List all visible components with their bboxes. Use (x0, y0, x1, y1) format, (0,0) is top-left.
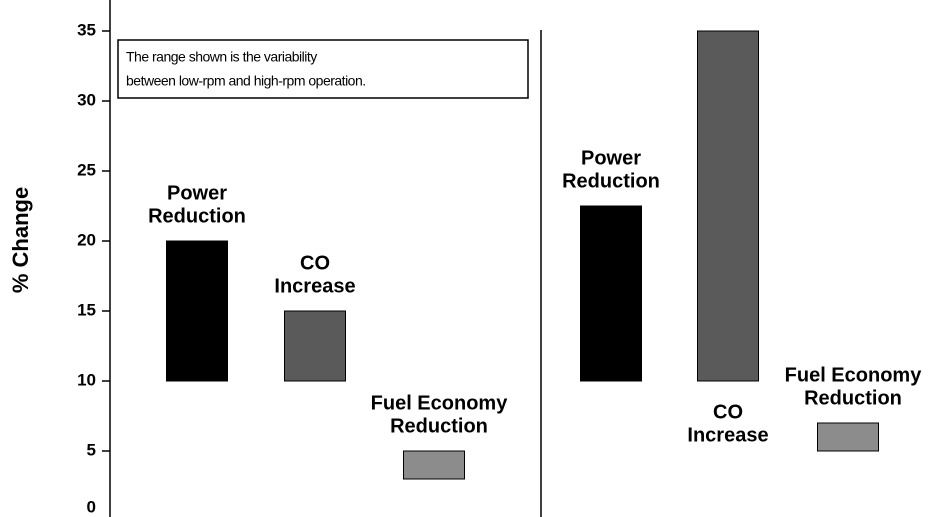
bar-label: Fuel Economy (371, 392, 509, 414)
bar-label: Increase (274, 275, 355, 297)
range-bar (166, 240, 228, 382)
y-tick-label: 5 (87, 440, 96, 459)
bar-label: CO (300, 252, 330, 274)
range-bar (403, 450, 465, 480)
bar-label: Increase (687, 424, 768, 446)
bar-label: Power (581, 147, 641, 169)
bar-label: Reduction (804, 387, 902, 409)
range-bar (817, 422, 879, 452)
bar-label: Reduction (562, 170, 660, 192)
y-tick-label: 10 (77, 370, 96, 389)
range-bar (580, 205, 642, 382)
y-axis-label: % Change (8, 187, 33, 293)
y-tick-label: 0 (87, 497, 96, 516)
annotation-box (117, 39, 529, 99)
y-tick-label: 20 (77, 230, 96, 249)
bar-label: Reduction (390, 415, 488, 437)
bar-label: CO (713, 401, 743, 423)
bar-label: Fuel Economy (785, 364, 923, 386)
range-bar (284, 310, 346, 382)
annotation-line: between low-rpm and high-rpm operation. (126, 73, 366, 89)
bar-label: Reduction (148, 205, 246, 227)
y-tick-label: 25 (77, 160, 96, 179)
y-tick-label: 15 (77, 300, 96, 319)
y-tick-label: 35 (77, 20, 96, 39)
bar-label: Power (167, 182, 227, 204)
range-bar (697, 30, 759, 382)
y-tick-label: 30 (77, 90, 96, 109)
annotation-line: The range shown is the variability (126, 49, 317, 65)
